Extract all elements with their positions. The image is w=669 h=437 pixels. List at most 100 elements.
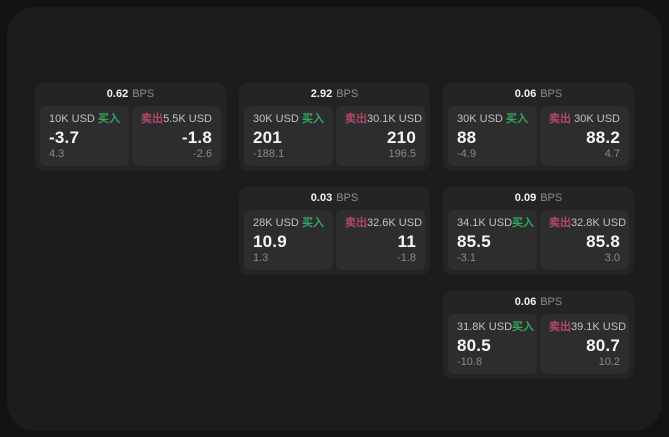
- sell-panel[interactable]: 卖出 30.1K USD 210 196.5: [336, 106, 425, 166]
- sell-change: 3.0: [604, 252, 620, 264]
- sell-tag: 卖出: [345, 113, 367, 125]
- buy-panel-top: 30K USD 买入: [457, 113, 528, 126]
- buy-panel[interactable]: 30K USD 买入 88 -4.9: [448, 106, 537, 166]
- buy-price: 80.5: [457, 336, 491, 355]
- bps-unit-label: BPS: [336, 88, 359, 100]
- sell-tag: 卖出: [549, 321, 571, 333]
- bps-value: 2.92: [310, 88, 333, 100]
- buy-tag: 买入: [512, 217, 535, 229]
- quote-card: 0.09 BPS 34.1K USD 买入 85.5 -3.1 卖出 32.8K…: [443, 187, 634, 275]
- sell-panel[interactable]: 卖出 5.5K USD -1.8 -2.6: [132, 106, 221, 166]
- buy-amount: 30K USD: [457, 113, 503, 125]
- buy-price: 85.5: [457, 232, 491, 251]
- sell-change: 4.7: [604, 148, 620, 160]
- sell-change: 10.2: [598, 356, 620, 368]
- sell-panel[interactable]: 卖出 32.8K USD 85.8 3.0: [540, 210, 629, 270]
- quote-card: 0.06 BPS 30K USD 买入 88 -4.9 卖出 30K USD 8…: [443, 83, 634, 171]
- sell-amount: 32.6K USD: [367, 217, 423, 229]
- sell-price: 210: [387, 128, 416, 147]
- sell-tag: 卖出: [549, 217, 571, 229]
- buy-change: 4.3: [49, 148, 65, 160]
- buy-panel-top: 31.8K USD 买入: [457, 321, 534, 334]
- quote-card: 2.92 BPS 30K USD 买入 201 -188.1 卖出 30.1K …: [239, 83, 430, 171]
- card-body: 31.8K USD 买入 80.5 -10.8 卖出 39.1K USD 80.…: [443, 314, 634, 374]
- bps-value: 0.03: [310, 192, 333, 204]
- buy-tag: 买入: [302, 217, 324, 229]
- buy-amount: 30K USD: [253, 113, 299, 125]
- card-body: 34.1K USD 买入 85.5 -3.1 卖出 32.8K USD 85.8…: [443, 210, 634, 270]
- buy-amount: 34.1K USD: [457, 217, 513, 229]
- sell-price: 85.8: [586, 232, 620, 251]
- buy-panel[interactable]: 10K USD 买入 -3.7 4.3: [40, 106, 129, 166]
- sell-change: -1.8: [397, 252, 416, 264]
- card-header: 0.62 BPS: [35, 83, 226, 106]
- card-body: 30K USD 买入 88 -4.9 卖出 30K USD 88.2 4.7: [443, 106, 634, 166]
- bps-value: 0.09: [514, 192, 537, 204]
- buy-panel[interactable]: 30K USD 买入 201 -188.1: [244, 106, 333, 166]
- buy-amount: 28K USD: [253, 217, 299, 229]
- buy-price: 10.9: [253, 232, 287, 251]
- buy-change: -10.8: [457, 356, 483, 368]
- buy-price: -3.7: [49, 128, 80, 147]
- sell-panel[interactable]: 卖出 30K USD 88.2 4.7: [540, 106, 629, 166]
- buy-tag: 买入: [302, 113, 324, 125]
- bps-unit-label: BPS: [540, 192, 563, 204]
- card-header: 0.06 BPS: [443, 83, 634, 106]
- buy-change: -188.1: [253, 148, 285, 160]
- card-header: 0.03 BPS: [239, 187, 430, 210]
- buy-tag: 买入: [506, 113, 528, 125]
- buy-change: 1.3: [253, 252, 269, 264]
- buy-panel-top: 34.1K USD 买入: [457, 217, 534, 230]
- buy-change: -4.9: [457, 148, 476, 160]
- buy-amount: 10K USD: [49, 113, 95, 125]
- buy-panel-top: 28K USD 买入: [253, 217, 324, 230]
- sell-panel-top: 卖出 39.1K USD: [549, 321, 626, 334]
- bps-unit-label: BPS: [336, 192, 359, 204]
- buy-price: 201: [253, 128, 282, 147]
- sell-price: 88.2: [586, 128, 620, 147]
- sell-tag: 卖出: [549, 113, 571, 125]
- sell-tag: 卖出: [141, 113, 163, 125]
- sell-price: 80.7: [586, 336, 620, 355]
- sell-change: 196.5: [388, 148, 416, 160]
- card-body: 30K USD 买入 201 -188.1 卖出 30.1K USD 210 1…: [239, 106, 430, 166]
- sell-panel-top: 卖出 5.5K USD: [141, 113, 212, 126]
- bps-value: 0.06: [514, 88, 537, 100]
- bps-unit-label: BPS: [132, 88, 155, 100]
- card-body: 10K USD 买入 -3.7 4.3 卖出 5.5K USD -1.8 -2.…: [35, 106, 226, 166]
- buy-panel[interactable]: 34.1K USD 买入 85.5 -3.1: [448, 210, 537, 270]
- buy-price: 88: [457, 128, 477, 147]
- bps-value: 0.62: [106, 88, 129, 100]
- sell-amount: 30.1K USD: [367, 113, 423, 125]
- quote-card: 0.62 BPS 10K USD 买入 -3.7 4.3 卖出 5.5K USD…: [35, 83, 226, 171]
- sell-amount: 32.8K USD: [571, 217, 627, 229]
- buy-amount: 31.8K USD: [457, 321, 513, 333]
- quote-card: 0.03 BPS 28K USD 买入 10.9 1.3 卖出 32.6K US…: [239, 187, 430, 275]
- sell-amount: 39.1K USD: [571, 321, 627, 333]
- sell-panel-top: 卖出 30K USD: [549, 113, 620, 126]
- sell-price: -1.8: [181, 128, 212, 147]
- sell-price: 11: [397, 232, 416, 251]
- sell-panel-top: 卖出 32.6K USD: [345, 217, 422, 230]
- sell-panel-top: 卖出 32.8K USD: [549, 217, 626, 230]
- buy-panel-top: 10K USD 买入: [49, 113, 120, 126]
- bps-unit-label: BPS: [540, 296, 563, 308]
- card-body: 28K USD 买入 10.9 1.3 卖出 32.6K USD 11 -1.8: [239, 210, 430, 270]
- buy-panel[interactable]: 28K USD 买入 10.9 1.3: [244, 210, 333, 270]
- sell-panel-top: 卖出 30.1K USD: [345, 113, 422, 126]
- sell-panel[interactable]: 卖出 32.6K USD 11 -1.8: [336, 210, 425, 270]
- card-header: 0.09 BPS: [443, 187, 634, 210]
- buy-panel-top: 30K USD 买入: [253, 113, 324, 126]
- sell-amount: 5.5K USD: [163, 113, 212, 125]
- card-header: 0.06 BPS: [443, 291, 634, 314]
- buy-panel[interactable]: 31.8K USD 买入 80.5 -10.8: [448, 314, 537, 374]
- sell-panel[interactable]: 卖出 39.1K USD 80.7 10.2: [540, 314, 629, 374]
- buy-change: -3.1: [457, 252, 476, 264]
- sell-amount: 30K USD: [574, 113, 620, 125]
- bps-unit-label: BPS: [540, 88, 563, 100]
- sell-tag: 卖出: [345, 217, 367, 229]
- bps-value: 0.06: [514, 296, 537, 308]
- buy-tag: 买入: [512, 321, 535, 333]
- sell-change: -2.6: [193, 148, 212, 160]
